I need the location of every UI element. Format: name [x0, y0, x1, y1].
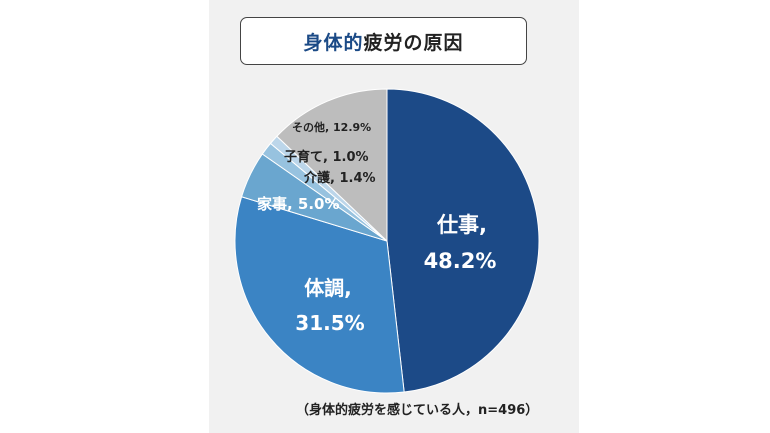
slice-label-kaigo: 介護, 1.4% [303, 170, 376, 186]
sample-note: （身体的疲労を感じている人，n=496） [296, 399, 596, 418]
slice-value-taichou: 31.5% [295, 311, 364, 335]
slice-label-taichou: 体調, [304, 276, 352, 300]
pie-slices [235, 89, 539, 393]
slice-label-shigoto: 仕事, [436, 213, 487, 237]
pie-slice-0 [387, 89, 539, 392]
slice-value-shigoto: 48.2% [424, 249, 497, 273]
slice-label-kaji: 家事, 5.0% [257, 195, 340, 213]
slice-label-sonota: その他, 12.9% [292, 120, 371, 134]
slice-label-kosodate: 子育て, 1.0% [284, 149, 369, 165]
